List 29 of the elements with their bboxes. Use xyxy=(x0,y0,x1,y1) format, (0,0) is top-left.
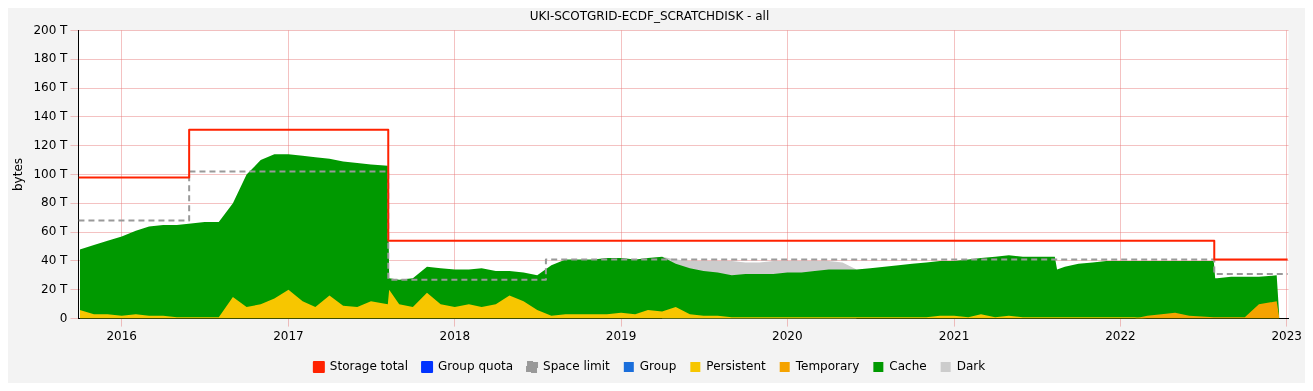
x-tick-label: 2022 xyxy=(1105,328,1136,343)
y-tick-label: 0 xyxy=(59,310,68,325)
x-tick-label: 2020 xyxy=(772,328,803,343)
legend-label: Persistent xyxy=(706,359,766,374)
chart-title: UKI-SCOTGRID-ECDF_SCRATCHDISK - all xyxy=(529,9,770,24)
y-tick-label: 140 T xyxy=(33,108,69,123)
x-tick-label: 2019 xyxy=(605,328,637,343)
y-tick-label: 60 T xyxy=(41,224,69,239)
y-tick-label: 20 T xyxy=(41,281,69,296)
y-tick-label: 100 T xyxy=(33,166,69,181)
y-tick-label: 200 T xyxy=(33,22,69,37)
x-tick-label: 2018 xyxy=(439,328,471,343)
y-tick-label: 160 T xyxy=(33,80,69,95)
x-tick-label: 2017 xyxy=(273,328,304,343)
x-tick-label: 2023 xyxy=(1271,328,1302,343)
legend-label: Dark xyxy=(956,359,986,374)
legend-label: Cache xyxy=(889,359,927,374)
y-tick-label: 40 T xyxy=(41,253,69,268)
legend-label: Temporary xyxy=(794,359,860,374)
x-tick-label: 2016 xyxy=(106,328,137,343)
y-tick-label: 120 T xyxy=(33,137,69,152)
legend-label: Space limit xyxy=(543,359,611,374)
legend-label: Group xyxy=(639,359,677,374)
y-tick-label: 80 T xyxy=(41,195,69,210)
y-axis-title: bytes xyxy=(11,157,26,192)
legend-label: Storage total xyxy=(329,359,409,374)
x-tick-label: 2021 xyxy=(938,328,970,343)
y-tick-label: 180 T xyxy=(33,51,69,66)
legend-label: Group quota xyxy=(438,359,514,374)
